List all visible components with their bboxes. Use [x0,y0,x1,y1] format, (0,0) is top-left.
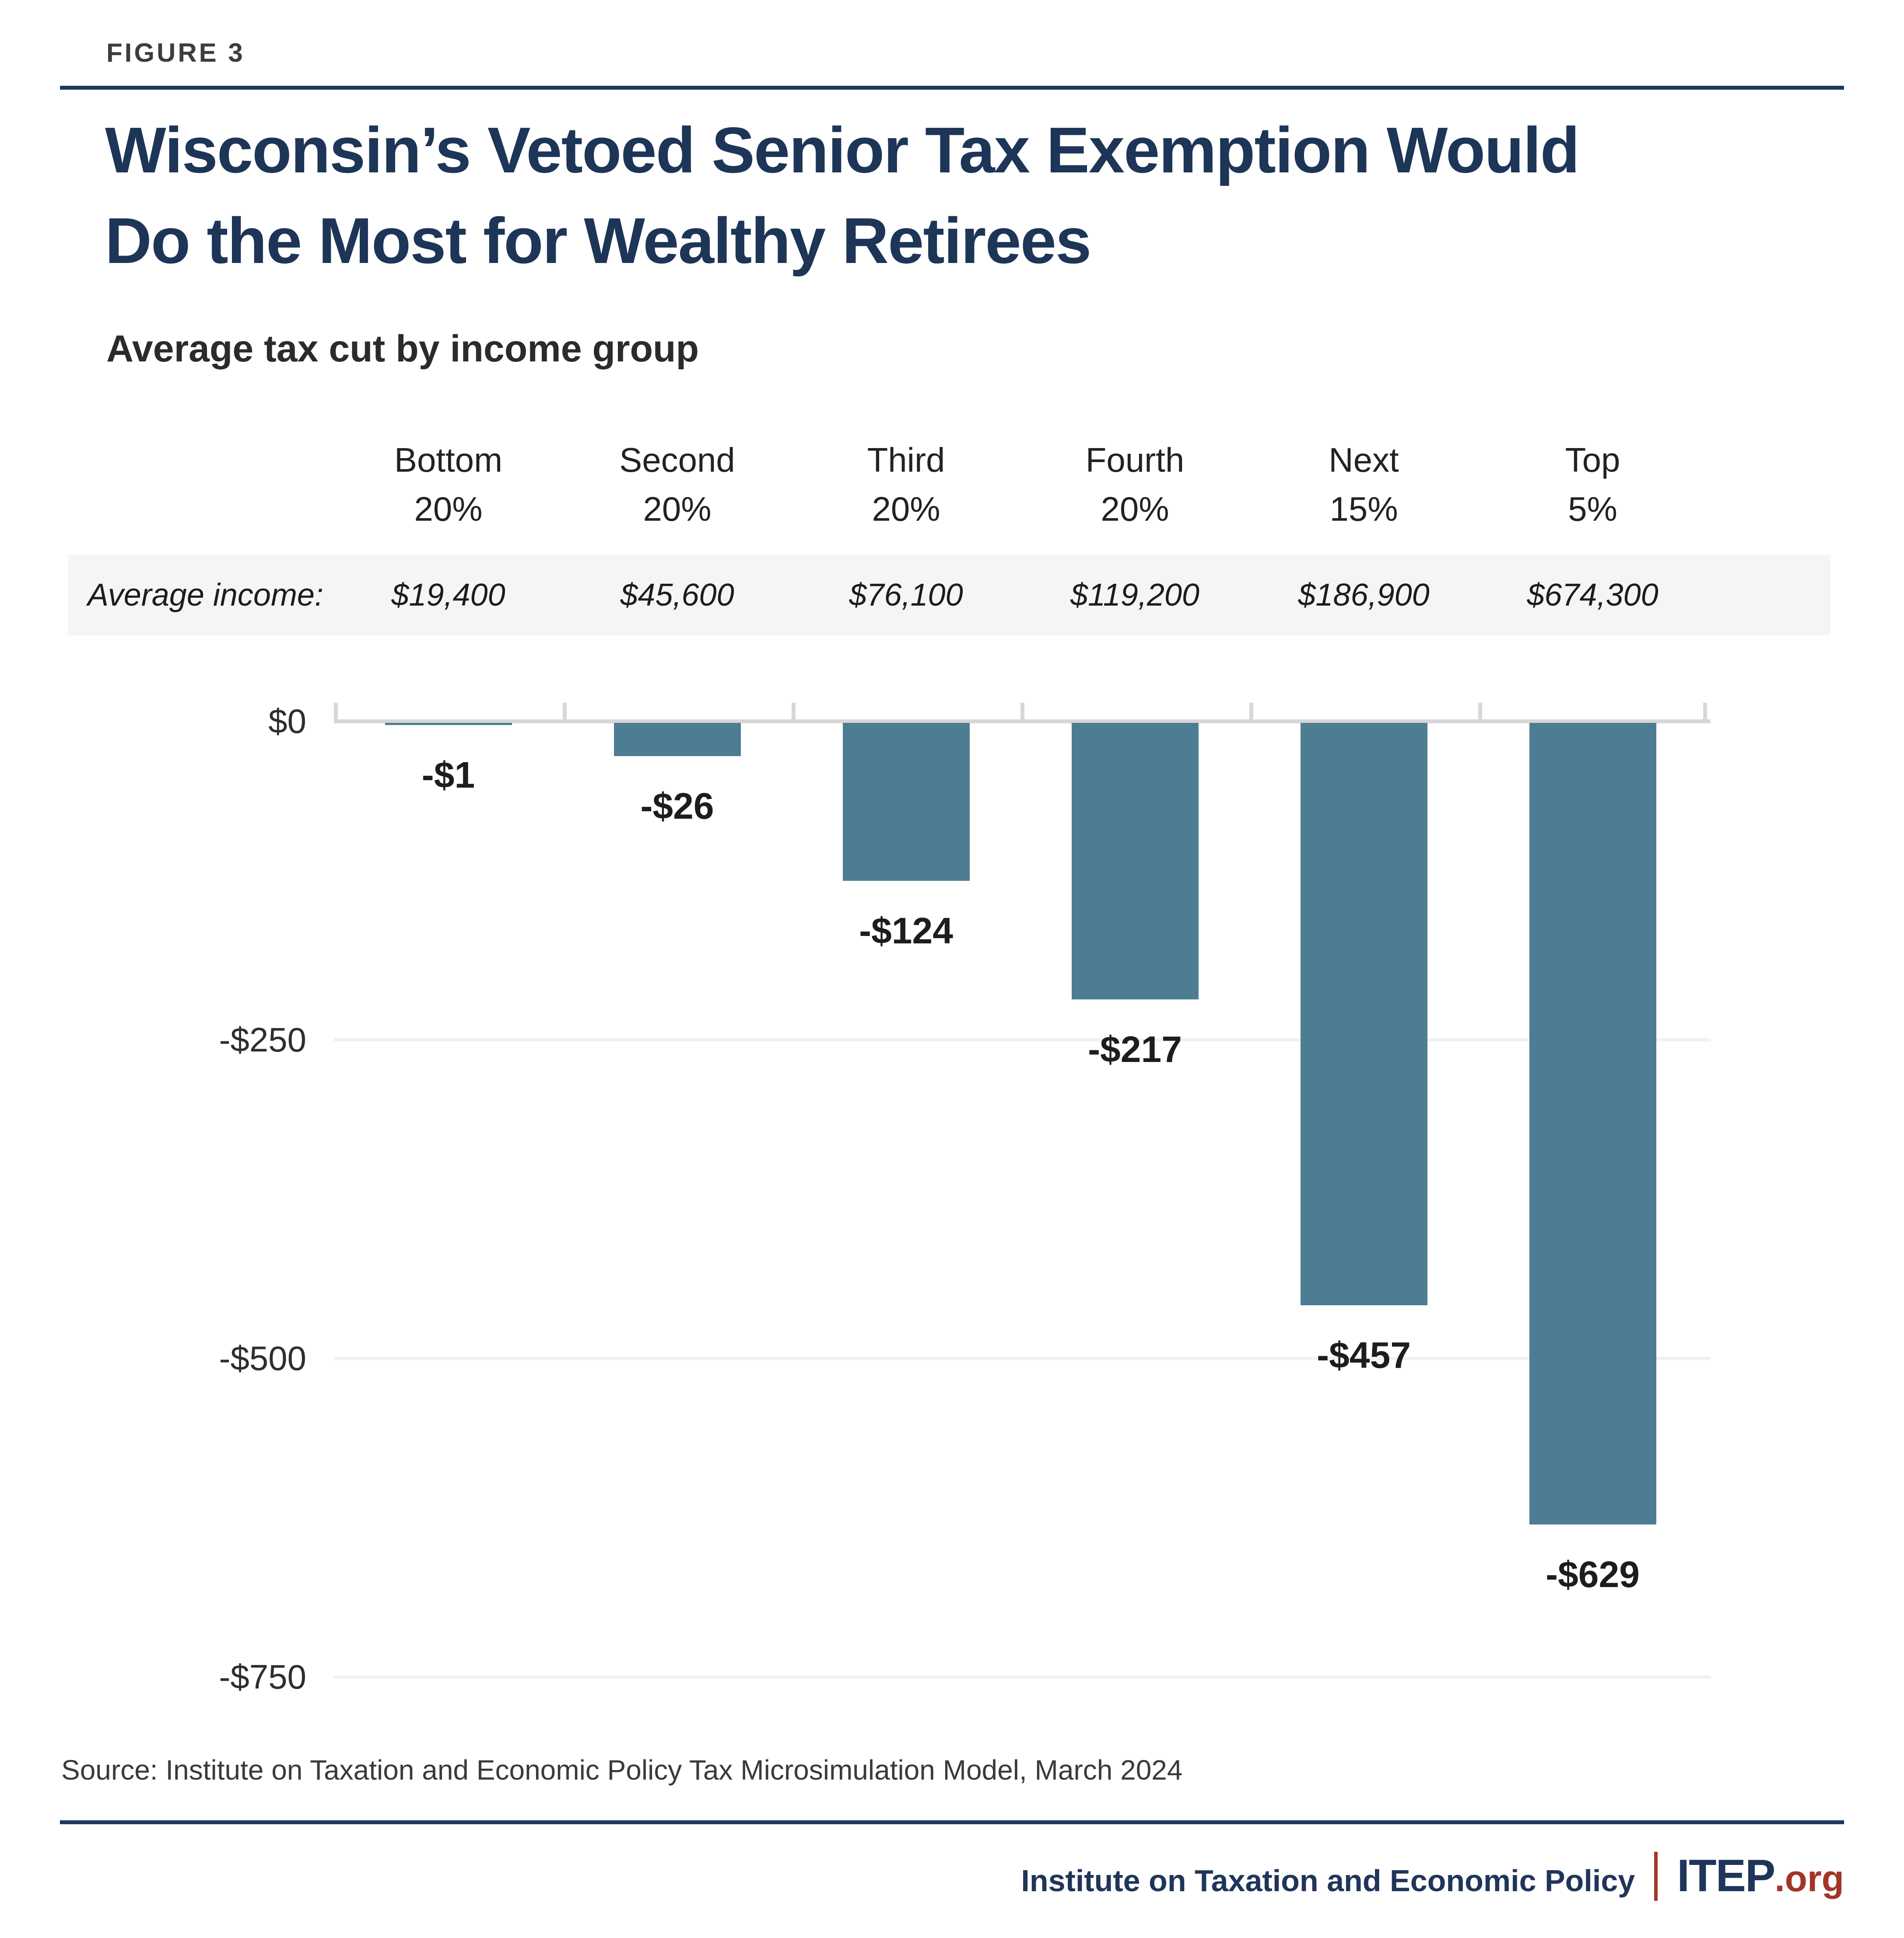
column-header-line: Second [619,441,735,479]
bar-value-label: -$629 [1546,1553,1640,1595]
column-header-line: 20% [872,490,940,528]
bar [1071,723,1199,999]
average-income-value: $76,100 [849,578,963,613]
y-axis-label: -$250 [219,1020,307,1059]
bar [614,723,741,756]
column-header: Second 20% [563,435,792,533]
column-header-line: 15% [1329,490,1398,528]
average-income-value: $674,300 [1527,578,1659,613]
bar-value-label: -$26 [640,785,714,827]
itep-org-suffix: .org [1774,1858,1844,1899]
bar [1300,723,1427,1305]
bar [842,723,970,881]
average-income-value: $45,600 [620,578,734,613]
column-header: Bottom 20% [334,435,563,533]
column-header: Top 5% [1478,435,1707,533]
column-header: Third 20% [792,435,1020,533]
bar-value-label: -$1 [421,754,475,796]
average-income-value: $119,200 [1070,578,1199,613]
y-axis-label: -$750 [219,1658,307,1696]
chart-subtitle: Average tax cut by income group [106,328,699,370]
average-income-value: $19,400 [391,578,505,613]
column-header: Next 15% [1249,435,1478,533]
column-header-line: 20% [414,490,483,528]
column-header-line: Fourth [1085,441,1185,479]
chart-title-line2: Do the Most for Wealthy Retirees [105,205,1091,277]
y-gridline [334,1038,1711,1041]
x-axis-tick [334,703,338,723]
bottom-rule [60,1820,1844,1824]
x-axis-tick [792,703,796,723]
footer-org-name: Institute on Taxation and Economic Polic… [1021,1864,1635,1898]
footer: Institute on Taxation and Economic Polic… [60,1850,1844,1902]
bar-value-label: -$457 [1317,1334,1411,1376]
footer-separator-bar [1654,1851,1658,1901]
column-header-line: Next [1329,441,1399,479]
itep-logo-text: ITEP [1677,1850,1775,1901]
chart-title: Wisconsin’s Vetoed Senior Tax Exemption … [105,105,1855,286]
y-axis-label: -$500 [219,1339,307,1377]
column-header-line: Bottom [394,441,503,479]
figure-label: FIGURE 3 [106,38,245,67]
bar-value-label: -$124 [859,910,953,952]
average-income-value: $186,900 [1298,578,1430,613]
x-axis-tick [1020,703,1024,723]
x-axis-tick [563,703,567,723]
y-axis-label: $0 [268,702,306,740]
x-axis-tick [1703,703,1707,723]
chart-title-line1: Wisconsin’s Vetoed Senior Tax Exemption … [105,114,1580,186]
column-header-line: 20% [1101,490,1169,528]
itep-logo: ITEP.org [1677,1850,1844,1902]
top-rule [60,86,1844,90]
column-header-line: 5% [1568,490,1617,528]
x-axis-tick [1478,703,1482,723]
y-gridline [334,1357,1711,1360]
column-header-line: 20% [643,490,712,528]
x-axis-tick [1249,703,1253,723]
y-gridline [334,1675,1711,1679]
bar [385,723,512,725]
column-header-line: Top [1565,441,1620,479]
column-header-line: Third [867,441,945,479]
average-income-band [68,555,1830,635]
column-header: Fourth 20% [1020,435,1249,533]
bar-value-label: -$217 [1088,1028,1182,1070]
bar [1529,723,1656,1524]
source-note: Source: Institute on Taxation and Econom… [61,1754,1183,1786]
average-income-row-label: Average income: [88,578,323,613]
